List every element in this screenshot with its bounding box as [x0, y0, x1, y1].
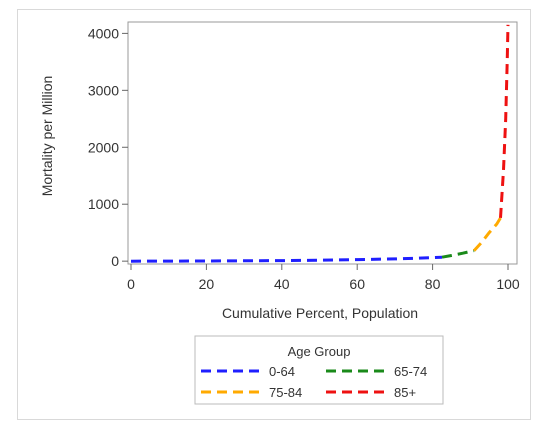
- y-tick-label-4000: 4000: [88, 25, 119, 41]
- y-axis-title: Mortality per Million: [39, 76, 55, 197]
- legend-item-65-74: 65-74: [326, 364, 427, 379]
- series-line-0-64: [130, 255, 443, 263]
- x-tick-label-40: 40: [274, 276, 290, 292]
- legend-label-75-84: 75-84: [269, 385, 302, 400]
- series-line-65-74: [441, 249, 475, 259]
- plot-layer: 0 1000 2000 3000 4000 0 20 40 60 80 100: [88, 21, 520, 292]
- legend-label-65-74: 65-74: [394, 364, 427, 379]
- legend: Age Group 0-64 65-74 75-84 85+: [194, 335, 444, 405]
- legend-item-75-84: 75-84: [201, 385, 302, 400]
- x-tick-label-20: 20: [199, 276, 215, 292]
- y-tick-label-1000: 1000: [88, 196, 119, 212]
- y-tick-label-0: 0: [111, 253, 119, 269]
- x-axis-title: Cumulative Percent, Population: [222, 305, 418, 321]
- legend-label-0-64: 0-64: [269, 364, 295, 379]
- x-tick-label-100: 100: [496, 276, 520, 292]
- legend-title: Age Group: [288, 344, 351, 359]
- legend-item-0-64: 0-64: [201, 364, 295, 379]
- legend-label-85+: 85+: [394, 385, 416, 400]
- legend-item-85+: 85+: [326, 385, 416, 400]
- x-tick-label-0: 0: [127, 276, 135, 292]
- series-line-75-84: [472, 217, 502, 252]
- plot-area: [127, 21, 518, 265]
- x-tick-label-60: 60: [349, 276, 365, 292]
- y-tick-label-2000: 2000: [88, 139, 119, 155]
- x-tick-label-80: 80: [425, 276, 441, 292]
- series-line-85+: [499, 24, 510, 218]
- y-tick-label-3000: 3000: [88, 82, 119, 98]
